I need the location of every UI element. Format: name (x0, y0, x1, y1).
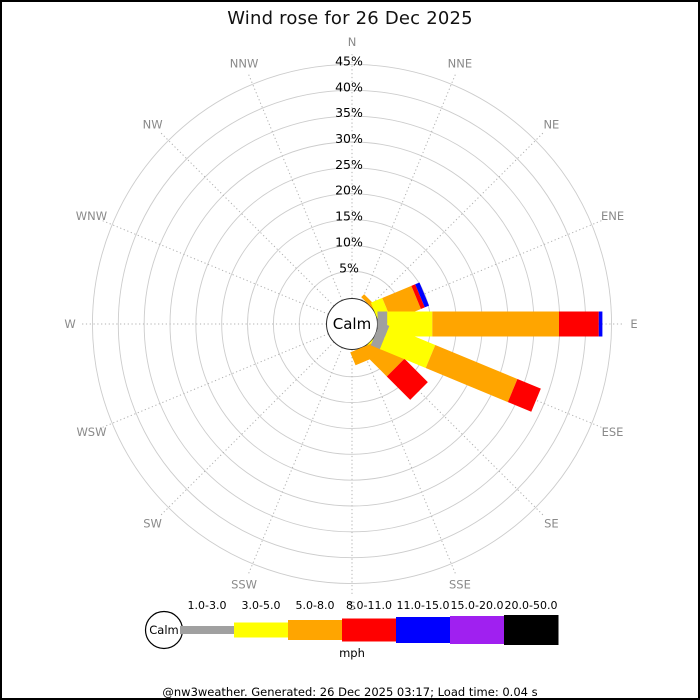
bar-segment-ese-5.0-8.0 (425, 344, 518, 403)
spoke-line-sse (361, 347, 457, 575)
bar-segment-ese-3.0-5.0 (379, 325, 436, 369)
direction-label-sw: SW (143, 516, 162, 530)
legend-label-15.0-20.0: 15.0-20.0 (451, 599, 504, 612)
direction-label-ene: ENE (601, 209, 624, 223)
legend-swatch-5.0-8.0 (288, 620, 343, 640)
bar-segment-e-5.0-8.0 (432, 311, 559, 337)
direction-label-ese: ESE (602, 425, 624, 439)
bar-segment-se-8.0-11.0 (386, 358, 428, 400)
legend-label-11.0-15.0: 11.0-15.0 (397, 599, 450, 612)
bar-sse (350, 342, 379, 366)
direction-label-e: E (630, 317, 637, 331)
grid-ring (92, 64, 612, 584)
direction-label-ssw: SSW (231, 578, 257, 592)
bar-segment-sse-5.0-8.0 (350, 342, 379, 366)
bar-segment-ese-8.0-11.0 (507, 378, 541, 412)
ring-label-5: 5% (339, 260, 359, 275)
bar-segment-ese-1.0-3.0 (370, 322, 390, 350)
direction-label-wnw: WNW (76, 209, 107, 223)
ring-label-40: 40% (335, 79, 363, 94)
bar-segment-ene-8.0-11.0 (411, 284, 425, 309)
footer-credit: @nw3weather. Generated: 26 Dec 2025 03:1… (162, 685, 538, 699)
chart-title: Wind rose for 26 Dec 2025 (227, 8, 473, 29)
spoke-line-sw (160, 341, 335, 516)
legend-label-3.0-5.0: 3.0-5.0 (242, 599, 281, 612)
legend-label-1.0-3.0: 1.0-3.0 (188, 599, 227, 612)
spoke-line-nne (361, 73, 457, 301)
bar-segment-e-8.0-11.0 (558, 311, 599, 337)
spoke-line-se (369, 341, 544, 516)
spoke-line-ene (375, 219, 603, 315)
direction-label-s: S (348, 599, 355, 613)
legend-label-8.0-11.0: 8.0-11.0 (346, 599, 392, 612)
ring-label-10: 10% (335, 234, 363, 249)
direction-label-n: N (348, 35, 357, 49)
legend-unit-label: mph (339, 646, 365, 660)
legend-swatch-3.0-5.0 (234, 622, 289, 638)
bar-e (377, 311, 603, 337)
ring-label-35: 35% (335, 105, 363, 120)
legend-swatch-15.0-20.0 (450, 616, 505, 644)
legend-swatch-11.0-15.0 (396, 617, 451, 643)
legend-label-20.0-50.0: 20.0-50.0 (505, 599, 558, 612)
direction-label-nnw: NNW (230, 56, 259, 70)
direction-label-sse: SSE (449, 578, 471, 592)
legend-swatch-8.0-11.0 (342, 618, 397, 642)
direction-label-ne: NE (543, 118, 559, 132)
ring-label-25: 25% (335, 157, 363, 172)
direction-label-w: W (64, 317, 75, 331)
spoke-line-ne (369, 132, 544, 307)
ring-label-45: 45% (335, 53, 363, 68)
spoke-line-nnw (247, 73, 343, 301)
legend-swatch-1.0-3.0 (180, 626, 235, 634)
ring-label-15: 15% (335, 209, 363, 224)
calm-label: Calm (333, 315, 371, 333)
bar-segment-ene-11.0-15.0 (415, 282, 430, 308)
legend-calm-label: Calm (149, 623, 178, 637)
bar-ese (370, 322, 541, 412)
ring-label-20: 20% (335, 183, 363, 198)
spoke-line-wsw (101, 333, 329, 429)
direction-label-wsw: WSW (76, 425, 106, 439)
direction-label-nne: NNE (448, 56, 472, 70)
ring-label-30: 30% (335, 131, 363, 146)
direction-label-nw: NW (143, 118, 163, 132)
legend-swatch-20.0-50.0 (504, 615, 559, 645)
bar-segment-e-11.0-15.0 (598, 311, 603, 337)
direction-label-se: SE (544, 516, 559, 530)
legend-label-5.0-8.0: 5.0-8.0 (296, 599, 335, 612)
spoke-line-ssw (247, 347, 343, 575)
spoke-line-wnw (101, 219, 329, 315)
spoke-line-nw (160, 132, 335, 307)
